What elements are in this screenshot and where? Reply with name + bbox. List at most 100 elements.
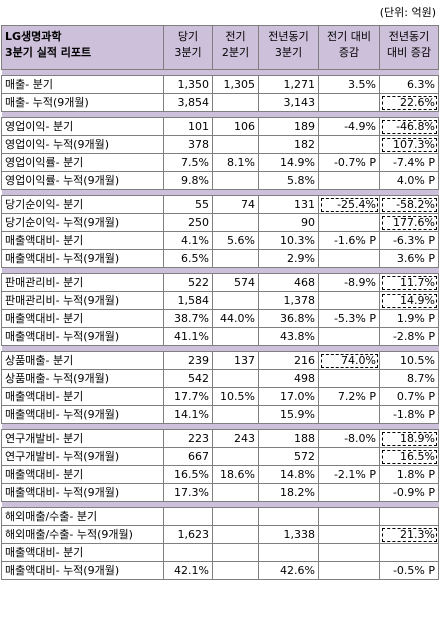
row-label: 매출액대비- 분기 — [1, 543, 164, 562]
table-row: 당기순이익- 분기 55 74 131 -25.4% -58.2% — [1, 195, 439, 214]
current-value: 522 — [163, 273, 213, 292]
year-ago-value: 42.6% — [258, 561, 319, 580]
previous-value — [212, 249, 259, 268]
row-label: 판매관리비- 누적(9개월) — [1, 291, 164, 310]
previous-value: 574 — [212, 273, 259, 292]
table-row: 매출액대비- 분기 — [1, 543, 439, 562]
yoy-change-value: -0.5% P — [379, 561, 439, 580]
row-label: 매출액대비- 분기 — [1, 231, 164, 250]
current-value: 6.5% — [163, 249, 213, 268]
year-ago-value: 18.2% — [258, 483, 319, 502]
qoq-change-value: 3.5% — [318, 75, 380, 94]
yoy-change-value: 1.9% P — [379, 309, 439, 328]
current-value: 41.1% — [163, 327, 213, 346]
current-value: 3,854 — [163, 93, 213, 112]
qoq-change-value — [318, 483, 380, 502]
qoq-change-value — [318, 135, 380, 154]
year-ago-value: 572 — [258, 447, 319, 466]
header-row: LG생명과학 3분기 실적 리포트 당기 3분기 전기 2분기 전년동기 3분기 전기… — [1, 25, 439, 70]
table-row: 당기순이익- 누적(9개월) 250 90 177.6% — [1, 213, 439, 232]
year-ago-value: 1,338 — [258, 525, 319, 544]
table-row: 매출액대비- 누적(9개월) 17.3% 18.2% -0.9% P — [1, 483, 439, 502]
current-value: 542 — [163, 369, 213, 388]
year-ago-value: 15.9% — [258, 405, 319, 424]
row-label: 해외매출/수출- 누적(9개월) — [1, 525, 164, 544]
year-ago-value: 5.8% — [258, 171, 319, 190]
row-label: 상품매출- 분기 — [1, 351, 164, 370]
yoy-change-value: -6.3% P — [379, 231, 439, 250]
yoy-change-value: -0.9% P — [379, 483, 439, 502]
previous-value: 74 — [212, 195, 259, 214]
yoy-change-value: -7.4% P — [379, 153, 439, 172]
row-label: 매출액대비- 누적(9개월) — [1, 561, 164, 580]
row-label: 매출액대비- 누적(9개월) — [1, 249, 164, 268]
qoq-change-value: -4.9% — [318, 117, 380, 136]
qoq-change-value: -2.1% P — [318, 465, 380, 484]
current-value: 55 — [163, 195, 213, 214]
qoq-change-value — [318, 369, 380, 388]
previous-value: 137 — [212, 351, 259, 370]
previous-value — [212, 291, 259, 310]
col-yoy-change: 전년동기 대비 증감 — [379, 25, 439, 70]
qoq-change-value: -1.6% P — [318, 231, 380, 250]
year-ago-value: 14.9% — [258, 153, 319, 172]
yoy-change-value: -46.8% — [379, 117, 439, 136]
table-row: 연구개발비- 분기 223 243 188 -8.0% 18.9% — [1, 429, 439, 448]
qoq-change-value — [318, 525, 380, 544]
row-label: 매출- 분기 — [1, 75, 164, 94]
year-ago-value: 90 — [258, 213, 319, 232]
earnings-report-table: LG생명과학 3분기 실적 리포트 당기 3분기 전기 2분기 전년동기 3분기 전기… — [1, 25, 439, 580]
current-value: 1,584 — [163, 291, 213, 310]
group-separator — [1, 501, 439, 508]
yoy-change-value: 8.7% — [379, 369, 439, 388]
yoy-change-value: 21.3% — [379, 525, 439, 544]
qoq-change-value — [318, 405, 380, 424]
table-row: 판매관리비- 누적(9개월) 1,584 1,378 14.9% — [1, 291, 439, 310]
table-row: 상품매출- 누적(9개월) 542 498 8.7% — [1, 369, 439, 388]
yoy-change-value: 1.8% P — [379, 465, 439, 484]
year-ago-value — [258, 507, 319, 526]
qoq-change-value: -8.9% — [318, 273, 380, 292]
previous-value — [212, 543, 259, 562]
previous-value — [212, 507, 259, 526]
current-value: 4.1% — [163, 231, 213, 250]
yoy-change-value: -1.8% P — [379, 405, 439, 424]
row-label: 매출액대비- 누적(9개월) — [1, 327, 164, 346]
qoq-change-value — [318, 249, 380, 268]
current-value: 14.1% — [163, 405, 213, 424]
year-ago-value: 498 — [258, 369, 319, 388]
yoy-change-value: 11.7% — [379, 273, 439, 292]
row-label: 영업이익- 분기 — [1, 117, 164, 136]
previous-value — [212, 447, 259, 466]
current-value: 42.1% — [163, 561, 213, 580]
qoq-change-value — [318, 327, 380, 346]
yoy-change-value: 0.7% P — [379, 387, 439, 406]
yoy-change-value: 14.9% — [379, 291, 439, 310]
current-value: 16.5% — [163, 465, 213, 484]
current-value: 1,350 — [163, 75, 213, 94]
row-label: 매출액대비- 분기 — [1, 309, 164, 328]
row-label: 당기순이익- 분기 — [1, 195, 164, 214]
year-ago-value: 189 — [258, 117, 319, 136]
group-separator — [1, 189, 439, 196]
previous-value — [212, 171, 259, 190]
row-label: 매출- 누적(9개월) — [1, 93, 164, 112]
current-value — [163, 543, 213, 562]
row-label: 해외매출/수출- 분기 — [1, 507, 164, 526]
current-value: 9.8% — [163, 171, 213, 190]
table-row: 해외매출/수출- 누적(9개월) 1,623 1,338 21.3% — [1, 525, 439, 544]
yoy-change-value — [379, 507, 439, 526]
year-ago-value: 3,143 — [258, 93, 319, 112]
current-value: 17.7% — [163, 387, 213, 406]
row-label: 매출액대비- 분기 — [1, 465, 164, 484]
qoq-change-value — [318, 291, 380, 310]
row-label: 당기순이익- 누적(9개월) — [1, 213, 164, 232]
row-label: 매출액대비- 누적(9개월) — [1, 405, 164, 424]
year-ago-value: 188 — [258, 429, 319, 448]
current-value: 17.3% — [163, 483, 213, 502]
year-ago-value: 468 — [258, 273, 319, 292]
table-row: 매출액대비- 누적(9개월) 6.5% 2.9% 3.6% P — [1, 249, 439, 268]
previous-value: 8.1% — [212, 153, 259, 172]
previous-value — [212, 483, 259, 502]
year-ago-value: 131 — [258, 195, 319, 214]
